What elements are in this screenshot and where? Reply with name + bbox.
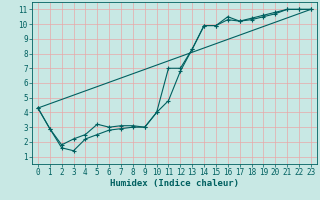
X-axis label: Humidex (Indice chaleur): Humidex (Indice chaleur): [110, 179, 239, 188]
